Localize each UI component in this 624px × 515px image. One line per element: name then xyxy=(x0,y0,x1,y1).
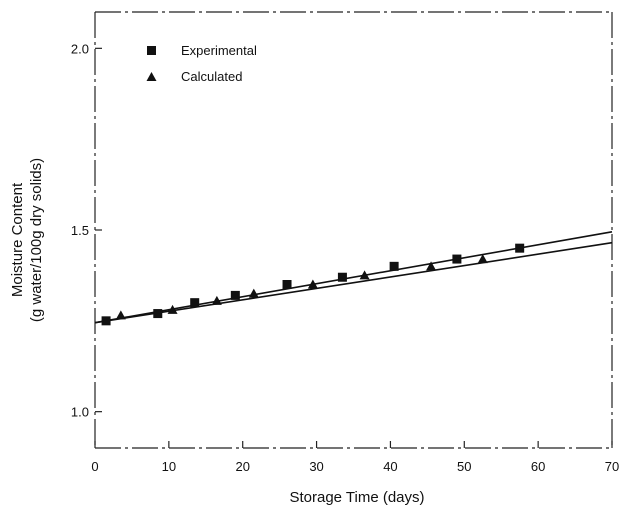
axis-ticks: 0 10 20 30 40 50 60 70 1.0 1.5 2.0 xyxy=(71,41,619,474)
x-tick-label: 10 xyxy=(162,459,176,474)
fit-lines xyxy=(94,231,613,324)
y-axis-label-line1: Moisture Content xyxy=(9,182,26,297)
point-calculated xyxy=(426,261,437,271)
point-calculated xyxy=(167,304,178,314)
x-tick-label: 50 xyxy=(457,459,471,474)
point-experimental xyxy=(230,290,240,300)
legend: Experimental Calculated xyxy=(146,43,257,84)
point-experimental xyxy=(153,309,163,319)
point-calculated xyxy=(115,310,126,320)
point-calculated xyxy=(359,270,370,280)
point-experimental xyxy=(337,272,347,282)
point-experimental xyxy=(515,243,525,253)
x-tick-label: 20 xyxy=(235,459,249,474)
x-axis-label: Storage Time (days) xyxy=(289,489,424,506)
x-tick-label: 60 xyxy=(531,459,545,474)
legend-marker-calculated xyxy=(146,72,157,81)
data-points xyxy=(101,243,525,326)
legend-label-calculated: Calculated xyxy=(181,69,242,84)
y-axis-label-line2: (g water/100g dry solids) xyxy=(28,158,45,322)
y-tick-label: 1.0 xyxy=(71,405,89,420)
x-tick-label: 0 xyxy=(91,459,98,474)
fit-line-calculated xyxy=(94,241,613,324)
point-experimental xyxy=(452,254,462,264)
y-tick-label: 2.0 xyxy=(71,41,89,56)
x-tick-label: 30 xyxy=(309,459,323,474)
fit-line-experimental xyxy=(94,231,613,324)
y-tick-label: 1.5 xyxy=(71,223,89,238)
x-tick-label: 40 xyxy=(383,459,397,474)
point-calculated xyxy=(307,279,318,289)
point-calculated xyxy=(477,254,488,264)
point-experimental xyxy=(101,316,111,326)
point-experimental xyxy=(190,298,200,308)
point-calculated xyxy=(211,295,222,305)
legend-label-experimental: Experimental xyxy=(181,43,257,58)
point-experimental xyxy=(282,280,292,289)
x-tick-label: 70 xyxy=(605,459,619,474)
point-calculated xyxy=(248,288,259,298)
plot-frame xyxy=(94,11,613,449)
point-experimental xyxy=(389,261,399,271)
legend-marker-experimental xyxy=(147,46,156,55)
